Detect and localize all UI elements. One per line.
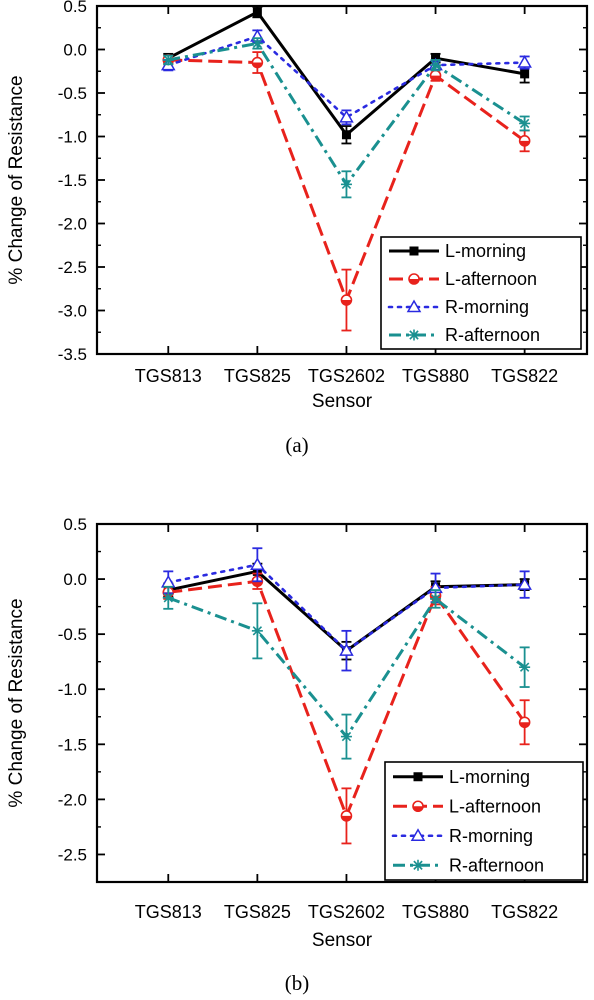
- y-tick-label: -3.5: [58, 345, 87, 364]
- legend-marker: [412, 859, 424, 871]
- data-point: [340, 731, 352, 743]
- y-tick-label: -3.0: [58, 302, 87, 321]
- series-r-afternoon: [162, 585, 531, 760]
- legend-marker: [409, 246, 419, 256]
- y-tick-label: -2.0: [58, 215, 87, 234]
- y-tick-label: 0.0: [63, 41, 87, 60]
- data-point: [517, 577, 532, 590]
- legend-label: R-morning: [445, 297, 529, 317]
- x-axis-label: Sensor: [312, 391, 373, 412]
- legend-item: R-afternoon: [389, 325, 540, 345]
- legend-marker: [410, 828, 426, 841]
- y-tick-label: -1.0: [58, 128, 87, 147]
- y-tick-label: 0.5: [63, 515, 87, 534]
- data-point: [519, 117, 531, 129]
- data-point: [162, 592, 174, 604]
- y-tick-label: -2.0: [58, 790, 87, 809]
- data-point: [162, 54, 174, 66]
- x-tick-label: TGS2602: [308, 902, 385, 922]
- legend-label: L-afternoon: [449, 796, 541, 816]
- legend-label: L-morning: [449, 767, 530, 787]
- x-tick-label: TGS880: [402, 902, 469, 922]
- data-point: [429, 69, 442, 82]
- data-point: [252, 7, 262, 17]
- legend-item: L-afternoon: [389, 269, 537, 289]
- legend-item: L-morning: [389, 241, 526, 261]
- panel-label: (b): [285, 971, 310, 995]
- data-point: [341, 130, 351, 140]
- y-tick-label: -2.5: [58, 845, 87, 864]
- legend-label: R-afternoon: [449, 855, 544, 875]
- data-point: [430, 593, 442, 605]
- data-point: [251, 37, 263, 49]
- data-point: [430, 59, 442, 71]
- legend-marker: [408, 273, 420, 285]
- chart-panel-a: 0.5 0.0 -0.5 -1.0 -1.5 -2.0 -2.5 -3.0 -3.5 TGS813…: [6, 0, 589, 457]
- legend-label: R-morning: [449, 826, 533, 846]
- legend-marker: [406, 299, 422, 313]
- x-tick-label: TGS813: [135, 366, 202, 386]
- legend-item: R-morning: [387, 297, 529, 317]
- legend: L-morning L-afternoon R-morning R-afternoon: [384, 761, 584, 881]
- legend-item: R-morning: [391, 826, 533, 846]
- x-tick-label: TGS2602: [308, 366, 385, 386]
- data-point: [340, 810, 353, 822]
- x-tick-label: TGS825: [224, 902, 291, 922]
- legend-label: L-morning: [445, 241, 526, 261]
- legend-label: R-afternoon: [445, 325, 540, 345]
- panel-label: (a): [285, 433, 308, 457]
- x-tick-label: TGS880: [402, 366, 469, 386]
- y-axis-label: % Change of Resistance: [6, 598, 27, 807]
- series-line: [166, 34, 526, 119]
- y-tick-label: -1.0: [58, 680, 87, 699]
- series-r-morning: [160, 28, 532, 126]
- data-point: [340, 178, 352, 190]
- y-tick-label: -0.5: [58, 625, 87, 644]
- y-axis-label: % Change of Resistance: [6, 75, 27, 284]
- legend-label: L-afternoon: [445, 269, 537, 289]
- y-tick-label: 0.5: [63, 0, 87, 16]
- legend-item: L-afternoon: [393, 796, 541, 816]
- y-tick-label: -0.5: [58, 84, 87, 103]
- data-point: [339, 109, 354, 123]
- data-point: [517, 55, 532, 68]
- legend-marker: [408, 329, 420, 341]
- data-point: [340, 294, 353, 306]
- data-point: [250, 557, 265, 571]
- y-tick-label: -1.5: [58, 735, 87, 754]
- x-tick-label: TGS822: [491, 366, 558, 386]
- legend-item: L-morning: [393, 767, 530, 787]
- series-r-afternoon: [162, 37, 531, 199]
- data-point: [518, 716, 531, 729]
- data-point: [519, 661, 531, 673]
- x-tick-label: TGS825: [224, 366, 291, 386]
- chart-panel-b: 0.5 0.0 -0.5 -1.0 -1.5 -2.0 -2.5 TGS813 TGS825 TG…: [6, 515, 589, 995]
- data-point: [251, 625, 263, 637]
- legend-marker: [412, 800, 424, 813]
- x-tick-label: TGS822: [491, 902, 558, 922]
- x-axis-label: Sensor: [312, 930, 373, 951]
- data-point: [251, 56, 264, 69]
- data-point: [520, 69, 530, 79]
- y-tick-label: -1.5: [58, 171, 87, 190]
- data-point: [339, 643, 354, 656]
- data-point: [518, 135, 531, 147]
- plot-frame: [95, 522, 589, 884]
- series-line: [166, 563, 526, 653]
- legend-item: R-afternoon: [393, 855, 544, 875]
- legend-marker: [413, 772, 423, 782]
- legend: L-morning L-afternoon R-morning R-afternoon: [380, 236, 582, 350]
- y-tick-label: 0.0: [63, 570, 87, 589]
- y-tick-label: -2.5: [58, 258, 87, 277]
- x-tick-label: TGS813: [135, 902, 202, 922]
